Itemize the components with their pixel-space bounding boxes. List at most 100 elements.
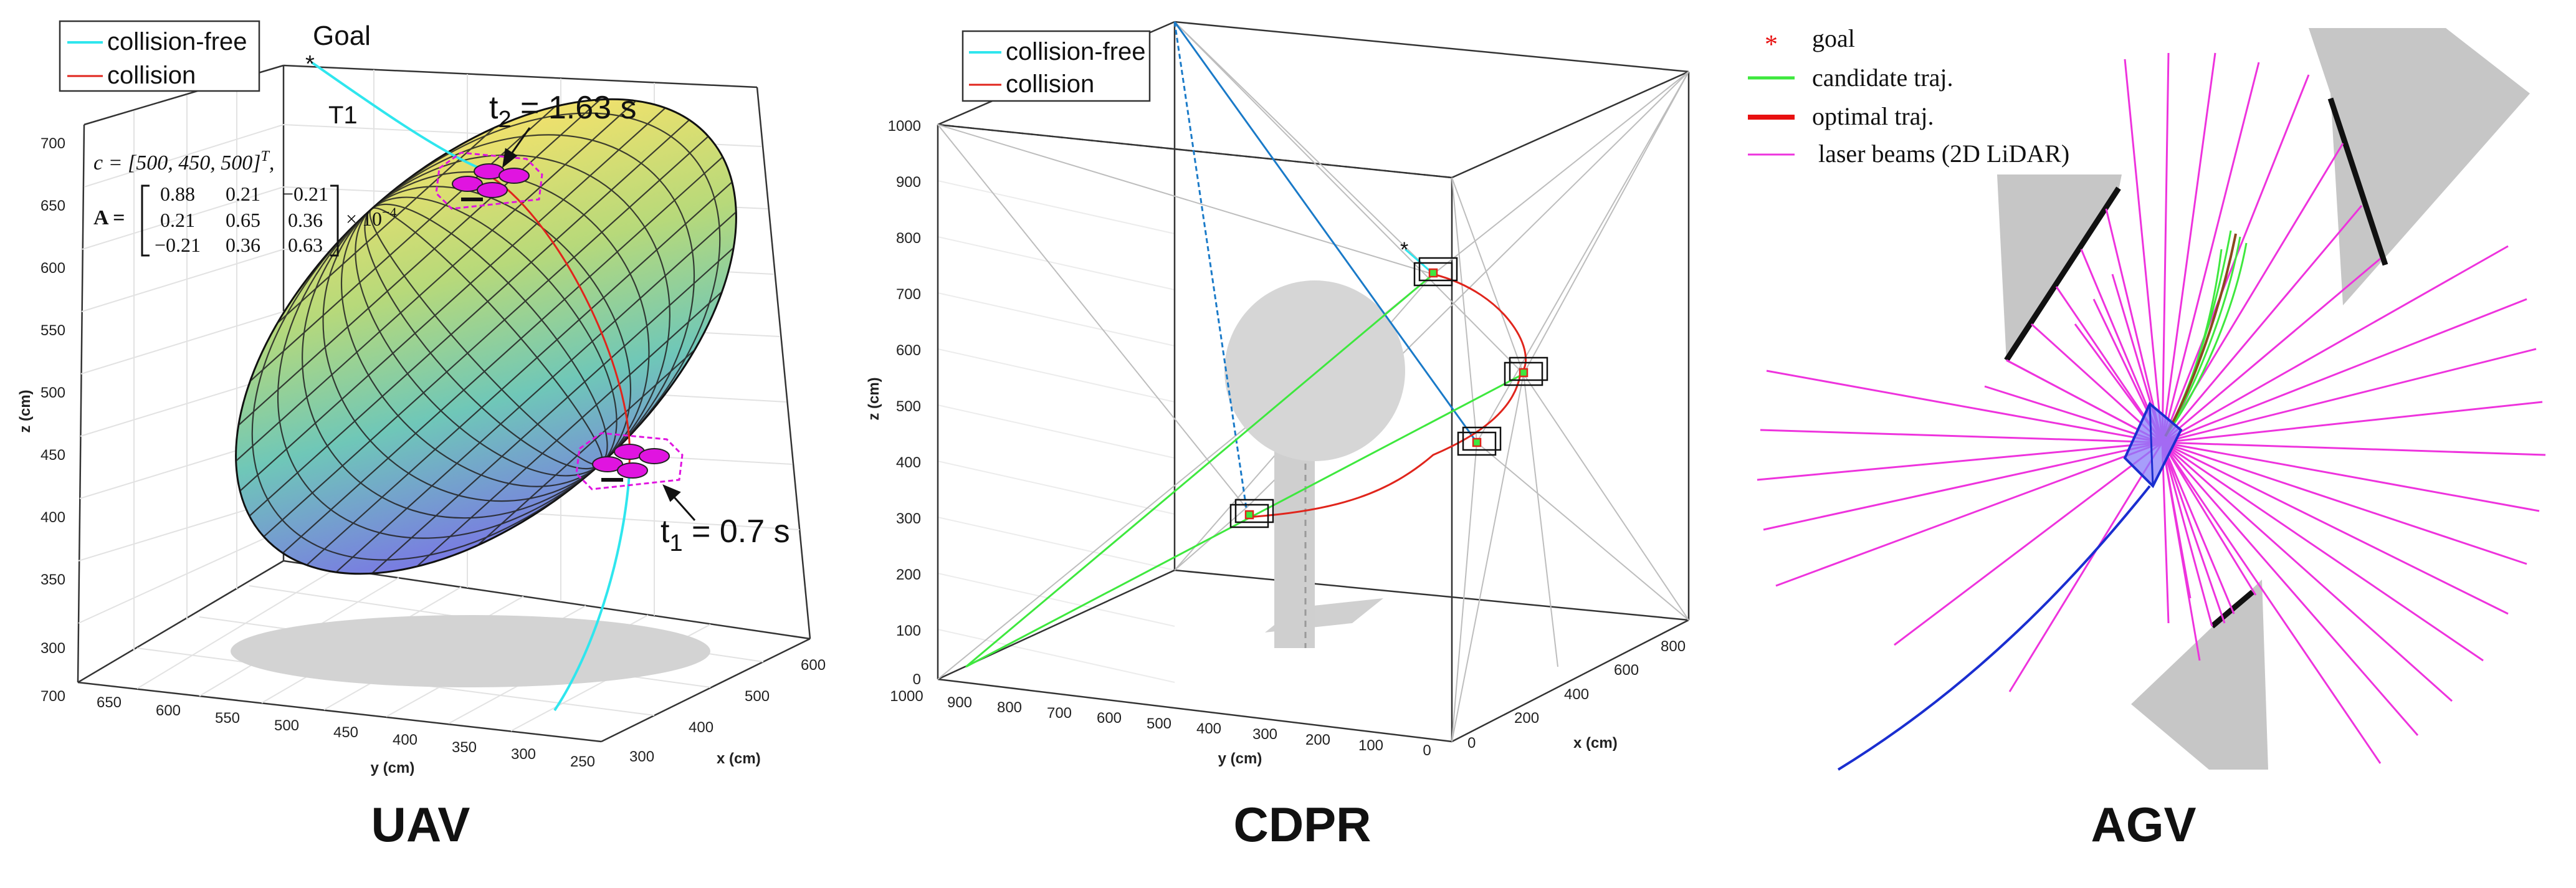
cdpr-legend-collision-free: collision-free (1006, 38, 1146, 65)
uav-legend-collision-free: collision-free (107, 28, 247, 55)
svg-text:0: 0 (1423, 742, 1431, 759)
svg-text:300: 300 (41, 640, 65, 657)
svg-text:1000: 1000 (890, 688, 923, 705)
cdpr-legend: collision-free collision (961, 30, 1151, 102)
agv-obstacles (1997, 28, 2530, 770)
svg-text:600: 600 (41, 260, 65, 277)
uav-z-axis-label: z (cm) (17, 389, 34, 432)
uav-panel: * Goal T1 t2 = 1.63 s (17, 20, 826, 852)
cdpr-panel: * 1000 900 800 700 600 500 400 300 (866, 21, 1690, 852)
eq-a31: −0.21 (155, 234, 201, 256)
uav-x-axis-label: x (cm) (717, 750, 761, 767)
uav-t2-annotation: t2 = 1.63 s (489, 90, 637, 133)
svg-text:700: 700 (41, 135, 65, 152)
svg-text:600: 600 (156, 702, 181, 719)
eq-a33: 0.63 (288, 234, 323, 256)
eq-a12: 0.21 (226, 183, 260, 205)
uav-drone-t1 (575, 432, 684, 490)
cdpr-caption: CDPR (1233, 797, 1371, 852)
svg-text:600: 600 (896, 342, 921, 359)
svg-text:500: 500 (41, 384, 65, 401)
uav-legend-collision: collision (107, 62, 196, 89)
cdpr-x-axis-label: x (cm) (1573, 735, 1618, 752)
eq-a11: 0.88 (160, 183, 195, 205)
agv-vehicle (2123, 401, 2183, 489)
svg-text:500: 500 (274, 717, 299, 734)
svg-text:1000: 1000 (888, 118, 921, 135)
svg-text:700: 700 (41, 688, 65, 705)
svg-text:900: 900 (896, 174, 921, 191)
svg-text:0: 0 (1467, 735, 1476, 752)
svg-text:300: 300 (896, 510, 921, 527)
svg-text:800: 800 (896, 230, 921, 247)
svg-text:900: 900 (947, 694, 972, 711)
cdpr-z-axis-label: z (cm) (866, 377, 882, 420)
svg-text:350: 350 (41, 571, 65, 588)
cdpr-grid (937, 180, 1175, 683)
svg-text:500: 500 (896, 398, 921, 415)
eq-a13: −0.21 (282, 183, 328, 205)
svg-text:650: 650 (97, 694, 122, 711)
svg-text:550: 550 (41, 322, 65, 339)
agv-optimal-trajectory (2164, 233, 2237, 437)
svg-text:200: 200 (896, 566, 921, 583)
uav-z-ticks: 700 650 600 550 500 450 400 350 300 (41, 135, 65, 657)
svg-text:200: 200 (1514, 710, 1539, 727)
svg-text:400: 400 (1196, 720, 1221, 737)
svg-text:700: 700 (1047, 705, 1072, 722)
svg-text:450: 450 (333, 724, 358, 741)
eq-a23: 0.36 (288, 209, 323, 231)
agv-caption: AGV (2091, 797, 2196, 852)
svg-text:400: 400 (41, 509, 65, 526)
uav-ellipsoid-shadow (231, 615, 710, 687)
uav-axes-box (77, 64, 811, 743)
svg-text:400: 400 (896, 454, 921, 471)
svg-text:100: 100 (896, 623, 921, 639)
uav-collision-free-trajectory-lower (553, 473, 631, 712)
uav-t1-annotation: t1 = 0.7 s (661, 513, 790, 556)
cdpr-legend-collision: collision (1006, 70, 1094, 98)
svg-text:250: 250 (570, 753, 595, 770)
uav-caption: UAV (371, 797, 470, 852)
eq-a22: 0.65 (226, 209, 260, 231)
svg-text:0: 0 (913, 671, 921, 688)
agv-panel: * goal candidate traj. optimal traj. las… (1748, 24, 2546, 852)
cdpr-y-ticks: 1000 900 800 700 600 500 400 300 200 100… (890, 688, 1431, 759)
svg-text:200: 200 (1305, 732, 1330, 748)
svg-text:300: 300 (629, 748, 654, 765)
cdpr-platform-mid (1504, 356, 1548, 386)
uav-collision-free-trajectory (310, 61, 480, 169)
cdpr-goal-marker: * (1400, 238, 1408, 262)
agv-legend: * goal candidate traj. optimal traj. las… (1748, 24, 2069, 168)
uav-t1-label: T1 (328, 102, 358, 129)
uav-ellipsoid-obstacle (163, 24, 809, 649)
uav-y-ticks: 700 650 600 550 500 450 400 350 300 250 (41, 688, 595, 770)
svg-text:400: 400 (1564, 686, 1589, 703)
uav-goal-marker: * (305, 51, 315, 77)
svg-text:400: 400 (689, 719, 713, 736)
cdpr-obstacle (1224, 280, 1405, 648)
uav-drone-t2 (435, 151, 543, 210)
cdpr-x-ticks: 0 200 400 600 800 (1467, 638, 1686, 752)
svg-text:500: 500 (745, 688, 770, 705)
agv-legend-candidate: candidate traj. (1812, 64, 1953, 92)
svg-text:400: 400 (393, 732, 417, 748)
cdpr-axes-box (937, 21, 1690, 743)
eq-a21: 0.21 (160, 209, 195, 231)
svg-text:800: 800 (1661, 638, 1686, 655)
svg-text:600: 600 (801, 657, 826, 674)
agv-legend-optimal: optimal traj. (1812, 102, 1934, 130)
svg-text:300: 300 (511, 746, 536, 763)
svg-text:550: 550 (215, 710, 240, 727)
agv-legend-goal-marker: * (1765, 31, 1778, 59)
cdpr-y-axis-label: y (cm) (1218, 750, 1262, 767)
svg-text:600: 600 (1614, 662, 1639, 679)
uav-x-ticks: 300 400 500 600 (629, 657, 826, 765)
svg-text:450: 450 (41, 447, 65, 464)
eq-a32: 0.36 (226, 234, 260, 256)
uav-legend: collision-free collision (59, 20, 260, 92)
cdpr-green-cables (965, 273, 1524, 668)
uav-annotation-arrows (502, 127, 696, 521)
cdpr-blue-cables (1173, 21, 1478, 508)
